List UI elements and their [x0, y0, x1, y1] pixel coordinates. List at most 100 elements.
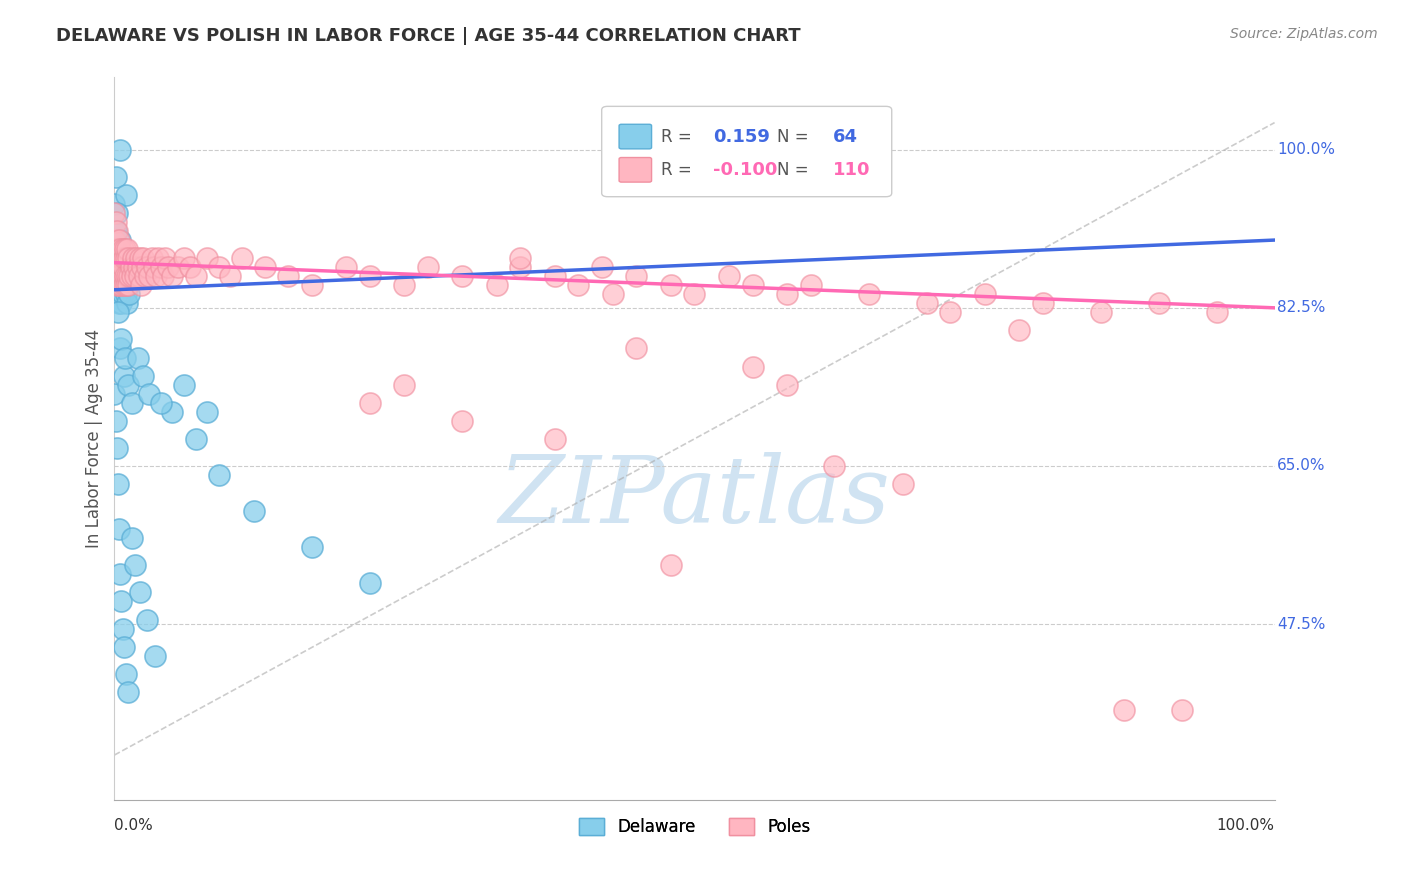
Point: [173, 251, 195, 265]
Point: [117, 377, 139, 392]
Point: [108, 522, 131, 536]
Point: [108, 233, 131, 247]
Point: [1031, 296, 1053, 310]
Point: [114, 242, 136, 256]
Point: [148, 251, 170, 265]
Point: [544, 432, 567, 446]
Point: [124, 269, 146, 284]
Point: [138, 269, 160, 284]
Point: [105, 441, 128, 455]
Point: [111, 622, 134, 636]
Point: [938, 305, 960, 319]
Point: [683, 287, 706, 301]
Point: [104, 278, 127, 293]
Point: [602, 287, 624, 301]
Text: -0.100: -0.100: [713, 161, 778, 178]
Point: [179, 260, 201, 275]
Point: [121, 395, 143, 409]
Point: [509, 260, 531, 275]
Point: [1147, 296, 1170, 310]
Point: [135, 260, 157, 275]
Point: [124, 558, 146, 573]
Text: DELAWARE VS POLISH IN LABOR FORCE | AGE 35-44 CORRELATION CHART: DELAWARE VS POLISH IN LABOR FORCE | AGE …: [56, 27, 801, 45]
Point: [103, 197, 125, 211]
Point: [114, 269, 136, 284]
Point: [122, 260, 145, 275]
Point: [112, 368, 135, 383]
Point: [138, 386, 160, 401]
Point: [486, 278, 509, 293]
Point: [111, 287, 134, 301]
Point: [108, 269, 131, 284]
Point: [108, 260, 131, 275]
Point: [1008, 323, 1031, 337]
Text: 47.5%: 47.5%: [1277, 616, 1326, 632]
Point: [117, 685, 139, 699]
Point: [108, 242, 131, 256]
Point: [208, 467, 231, 482]
Point: [142, 260, 165, 275]
Point: [129, 251, 152, 265]
Point: [104, 215, 127, 229]
Point: [110, 333, 132, 347]
Point: [103, 206, 125, 220]
Point: [117, 278, 139, 293]
Point: [277, 269, 299, 284]
Point: [145, 269, 167, 284]
Point: [359, 576, 381, 591]
Point: [394, 278, 416, 293]
Point: [134, 269, 156, 284]
Point: [115, 278, 138, 293]
Point: [107, 242, 129, 256]
Point: [118, 269, 141, 284]
Point: [451, 414, 474, 428]
Point: [112, 251, 135, 265]
Point: [718, 269, 741, 284]
Point: [231, 251, 253, 265]
Point: [107, 477, 129, 491]
Point: [111, 242, 134, 256]
Point: [149, 260, 172, 275]
Point: [776, 377, 799, 392]
Point: [108, 567, 131, 582]
Point: [105, 251, 128, 265]
Text: 110: 110: [832, 161, 870, 178]
Point: [107, 260, 129, 275]
Point: [1205, 305, 1227, 319]
Point: [301, 278, 323, 293]
Point: [117, 278, 139, 293]
Point: [108, 251, 131, 265]
Point: [509, 251, 531, 265]
Point: [1112, 703, 1135, 717]
Point: [184, 432, 207, 446]
Point: [125, 251, 148, 265]
Text: 65.0%: 65.0%: [1277, 458, 1326, 474]
Y-axis label: In Labor Force | Age 35-44: In Labor Force | Age 35-44: [86, 329, 103, 549]
Text: R =: R =: [661, 161, 697, 178]
Point: [107, 269, 129, 284]
Point: [219, 269, 242, 284]
Point: [129, 585, 152, 599]
Text: N =: N =: [778, 128, 814, 145]
Point: [121, 531, 143, 545]
Point: [858, 287, 880, 301]
Point: [152, 269, 174, 284]
Point: [184, 269, 207, 284]
FancyBboxPatch shape: [619, 158, 651, 182]
Point: [451, 269, 474, 284]
Point: [108, 296, 131, 310]
FancyBboxPatch shape: [602, 106, 891, 197]
Point: [659, 278, 682, 293]
Point: [105, 260, 128, 275]
Point: [103, 224, 125, 238]
Point: [115, 187, 138, 202]
Point: [110, 269, 132, 284]
Point: [104, 224, 127, 238]
Point: [111, 269, 134, 284]
Point: [173, 377, 195, 392]
Point: [108, 260, 131, 275]
Point: [108, 233, 131, 247]
Point: [335, 260, 357, 275]
Point: [104, 269, 127, 284]
Point: [359, 395, 381, 409]
